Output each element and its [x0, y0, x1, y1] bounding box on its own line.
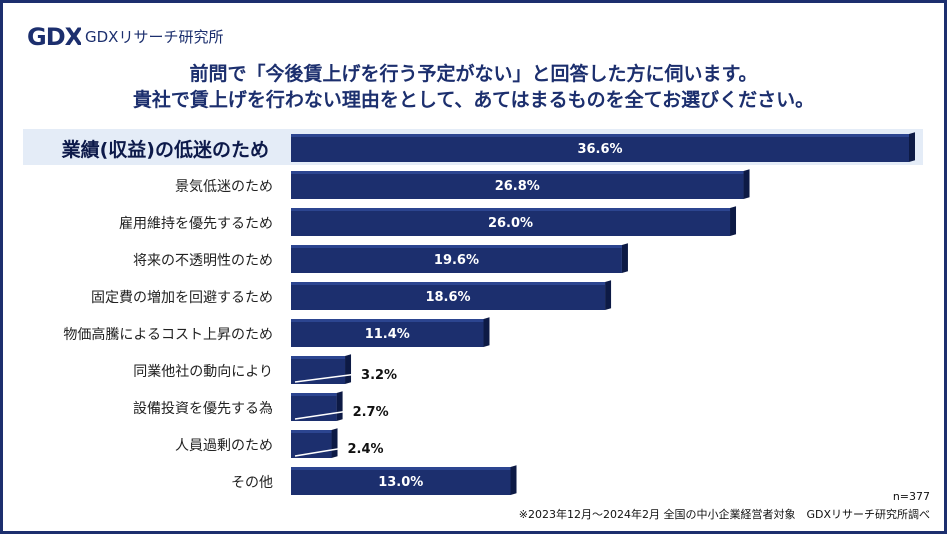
category-label: 設備投資を優先する為 — [133, 401, 273, 417]
sample-size: n=377 — [892, 490, 930, 503]
category-label: 同業他社の動向により — [133, 364, 273, 380]
category-label: その他 — [231, 475, 273, 491]
bar-side — [483, 317, 490, 347]
category-label: 物価高騰によるコスト上昇のため — [63, 326, 273, 343]
bar — [291, 356, 346, 384]
bar-side — [336, 391, 343, 421]
bar-side — [730, 206, 737, 236]
title-line-1: 前問で「今後賃上げを行う予定がない」と回答した方に伺います。 — [189, 63, 758, 85]
value-label: 2.4% — [348, 442, 384, 457]
bar-side — [510, 465, 517, 495]
bar-highlight — [291, 467, 511, 470]
bar-side — [743, 169, 750, 199]
bar-highlight — [291, 171, 744, 174]
value-label: 13.0% — [378, 475, 423, 490]
bar-highlight — [291, 245, 622, 248]
title-line-2: 貴社で賃上げを行わない理由をとして、あてはまるものを全てお選びください。 — [132, 89, 815, 111]
bar — [291, 245, 622, 273]
category-label: 業績(収益)の低迷のため — [61, 138, 269, 161]
bar-highlight — [291, 134, 909, 137]
category-label: 人員過剰のため — [175, 438, 273, 454]
bar-highlight — [291, 356, 346, 359]
bar — [291, 319, 484, 347]
bar-highlight — [291, 282, 606, 285]
brand-logo: GDX GDXリサーチ研究所 — [27, 23, 223, 49]
leader-line — [294, 447, 344, 457]
bar-side — [345, 354, 352, 384]
value-label: 26.8% — [495, 179, 540, 194]
value-label: 19.6% — [434, 253, 479, 268]
category-label: 将来の不透明性のため — [133, 253, 273, 269]
source-note: ※2023年12月～2024年2月 全国の中小企業経営者対象 GDXリサーチ研究… — [518, 508, 930, 521]
leader-line — [294, 373, 358, 383]
bar-side — [621, 243, 628, 273]
bar-chart: 業績(収益)の低迷のため 36.6% 景気低迷のため 26.8% 雇用維持を優先するため… — [23, 129, 923, 495]
bar — [291, 134, 909, 162]
bar-highlight — [291, 393, 337, 396]
chart-title: 前問で「今後賃上げを行う予定がない」と回答した方に伺います。 貴社で賃上げを行わ… — [3, 61, 944, 113]
category-label: 雇用維持を優先するため — [119, 215, 273, 232]
bar-side — [605, 280, 612, 310]
value-label: 3.2% — [361, 368, 397, 383]
brand-name: GDXリサーチ研究所 — [85, 27, 224, 46]
bar-highlight — [291, 208, 731, 211]
logo-mark: GDX — [27, 23, 81, 49]
value-label: 36.6% — [577, 142, 622, 157]
gdx-logo-icon: GDX — [27, 23, 81, 49]
category-label: 固定費の増加を回避するため — [91, 290, 273, 306]
bar — [291, 282, 606, 310]
bar-side — [909, 132, 915, 162]
bar — [291, 208, 731, 236]
category-label: 景気低迷のため — [175, 179, 273, 195]
bar-side — [331, 428, 338, 458]
leader-line — [294, 410, 349, 420]
value-label: 2.7% — [353, 405, 389, 420]
bar — [291, 467, 511, 495]
bar-highlight — [291, 319, 484, 322]
value-label: 26.0% — [488, 216, 533, 231]
bar — [291, 171, 744, 199]
value-label: 18.6% — [425, 290, 470, 305]
value-label: 11.4% — [365, 327, 410, 342]
bar-highlight — [291, 430, 332, 433]
